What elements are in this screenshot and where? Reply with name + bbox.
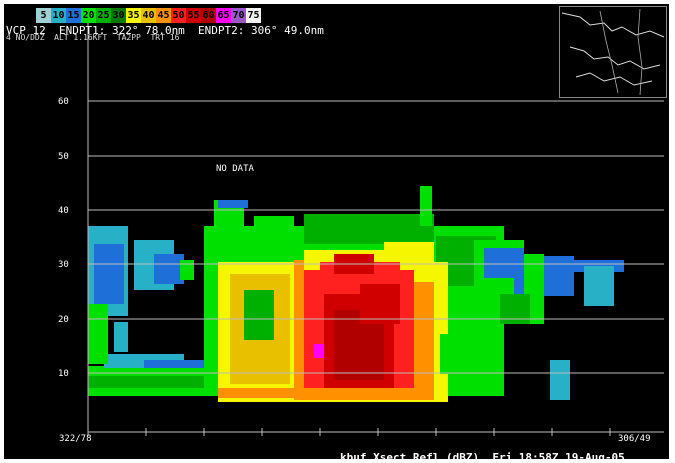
echo-block	[180, 260, 194, 280]
scale-swatch-75: 75	[246, 8, 261, 23]
radar-display: 60 50 40 30 20 10 5 10 15 20 25 30 35 40 45 50 55 60 65 70…	[4, 4, 669, 459]
scale-swatch-50: 50	[171, 8, 186, 23]
locator-map	[559, 6, 667, 98]
endpoint-right-label: 306/49	[618, 434, 651, 444]
y-tick-label-30: 30	[58, 260, 69, 270]
scale-swatch-5: 5	[36, 8, 51, 23]
cross-section-plot: 60 50 40 30 20 10	[58, 12, 664, 436]
coastline-map-icon	[561, 8, 665, 96]
scale-swatch-10: 10	[51, 8, 66, 23]
scale-swatch-60: 60	[201, 8, 216, 23]
echo-block	[218, 388, 418, 398]
scale-swatch-35: 35	[126, 8, 141, 23]
scale-swatch-30: 30	[111, 8, 126, 23]
scale-swatch-40: 40	[141, 8, 156, 23]
endpoint-left-label: 322/78	[59, 434, 92, 444]
echo-block	[218, 200, 248, 208]
grid-lines	[87, 12, 664, 436]
echo-block	[88, 376, 228, 388]
echo-block	[94, 244, 124, 304]
echo-block	[440, 334, 500, 374]
y-tick-label-10: 10	[58, 369, 69, 379]
echo-block	[584, 266, 614, 306]
echo-block	[314, 344, 324, 358]
scale-swatch-20: 20	[81, 8, 96, 23]
color-scale: 5 10 15 20 25 30 35 40 45 50 55 60 65 70 75	[36, 8, 261, 23]
echo-block	[420, 186, 432, 226]
echo-block	[114, 322, 128, 352]
header-line-2: 4 NO/DDZ ALT 1.16KFT TA2PP TRT 16	[6, 33, 180, 42]
y-axis-ticks: 60 50 40 30 20 10	[58, 97, 69, 379]
echo-block	[550, 360, 570, 400]
y-tick-label-20: 20	[58, 315, 69, 325]
echo-block	[144, 360, 204, 368]
scale-swatch-25: 25	[96, 8, 111, 23]
y-tick-label-50: 50	[58, 152, 69, 162]
echo-block	[304, 214, 434, 244]
scale-swatch-70: 70	[231, 8, 246, 23]
scale-swatch-15: 15	[66, 8, 81, 23]
echo-block	[254, 216, 294, 246]
scale-swatch-55: 55	[186, 8, 201, 23]
echo-block	[88, 304, 108, 364]
scale-swatch-65: 65	[216, 8, 231, 23]
echo-block	[154, 254, 184, 284]
scale-swatch-45: 45	[156, 8, 171, 23]
y-tick-label-40: 40	[58, 206, 69, 216]
header-line-1: VCP 12 ENDPT1: 322° 78.0nm ENDPT2: 306° …	[6, 24, 324, 37]
no-data-label: NO DATA	[216, 164, 254, 174]
reflectivity-echo	[88, 186, 624, 402]
y-tick-label-60: 60	[58, 97, 69, 107]
product-footer: kbuf Xsect Refl (dBZ) Fri 18:58Z 19-Aug-…	[340, 451, 625, 459]
echo-block	[244, 290, 274, 340]
echo-block	[360, 284, 400, 324]
